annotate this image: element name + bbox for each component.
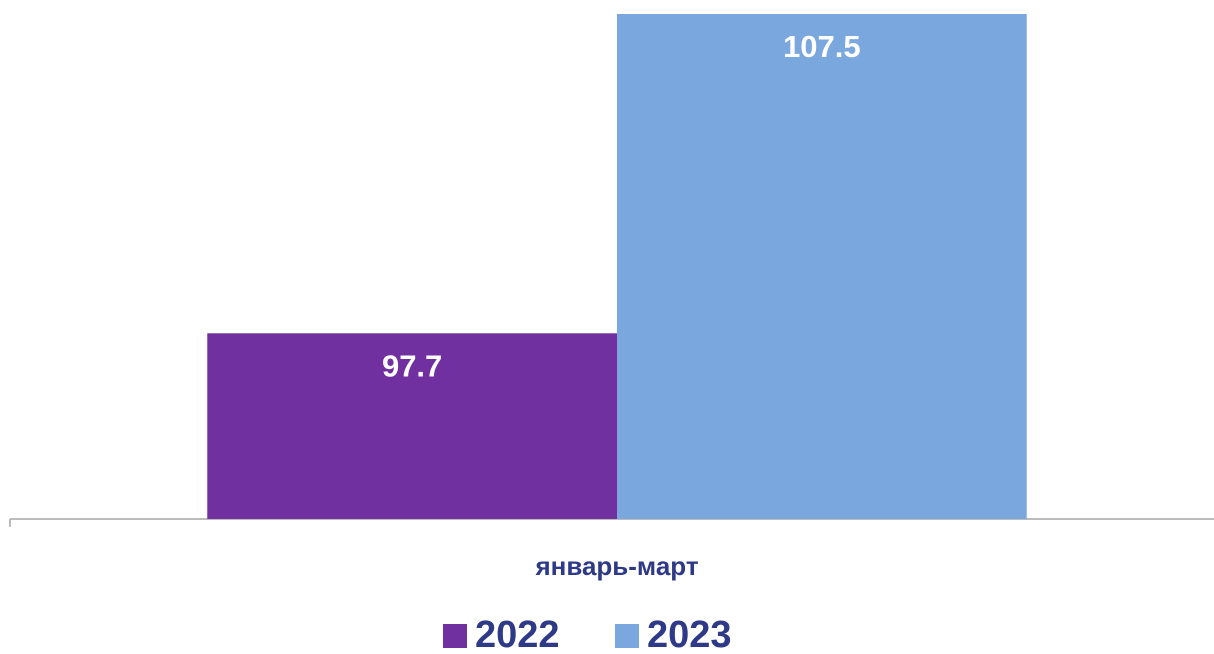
data-label: 107.5 bbox=[783, 29, 861, 64]
bar bbox=[207, 333, 617, 519]
legend-swatch bbox=[443, 624, 467, 648]
bar bbox=[617, 14, 1027, 519]
data-label: 97.7 bbox=[382, 348, 442, 383]
legend-swatch bbox=[615, 624, 639, 648]
x-tick-label: январь-март bbox=[534, 551, 698, 581]
legend-label: 2022 bbox=[475, 614, 560, 654]
legend-label: 2023 bbox=[647, 614, 732, 654]
